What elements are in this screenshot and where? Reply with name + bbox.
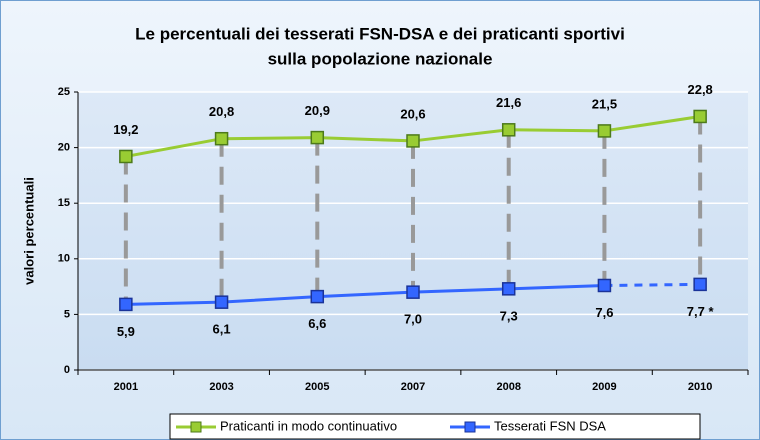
point xyxy=(501,282,516,296)
legend-marker xyxy=(464,421,476,433)
data-label: 21,5 xyxy=(592,96,617,111)
point xyxy=(119,149,133,164)
series-line xyxy=(125,283,605,306)
x-tick-label: 2005 xyxy=(305,381,329,393)
point xyxy=(214,131,229,146)
data-label: 20,9 xyxy=(305,103,330,118)
y-tick-label: 25 xyxy=(58,86,70,98)
y-tick-label: 5 xyxy=(64,308,70,320)
data-label: 22,8 xyxy=(687,82,712,97)
legend-marker xyxy=(190,421,202,433)
data-label: 19,2 xyxy=(113,122,138,137)
legend-label: Tesserati FSN DSA xyxy=(494,418,606,433)
chart-title: Le percentuali dei tesserati FSN-DSA e d… xyxy=(135,24,625,43)
x-tick-label: 2010 xyxy=(688,381,712,393)
x-tick-label: 2003 xyxy=(209,381,233,393)
data-label: 6,1 xyxy=(213,322,231,337)
data-label: 20,8 xyxy=(209,104,234,119)
point xyxy=(501,123,516,137)
point xyxy=(406,285,420,299)
data-label: 21,6 xyxy=(496,95,521,110)
data-label: 20,6 xyxy=(400,106,425,121)
point xyxy=(214,295,229,309)
data-label: 7,6 xyxy=(595,305,613,320)
point xyxy=(310,289,325,304)
y-tick-label: 20 xyxy=(58,142,70,154)
data-label: 7,0 xyxy=(404,312,422,327)
y-tick-label: 15 xyxy=(58,197,70,209)
legend xyxy=(169,413,701,440)
chart-subtitle: sulla popolazione nazionale xyxy=(268,49,493,68)
point xyxy=(597,278,612,293)
y-tick-label: 0 xyxy=(64,364,70,376)
series-line-dashed xyxy=(604,282,701,287)
data-label: 6,6 xyxy=(308,316,326,331)
y-axis-label: valori percentuali xyxy=(21,177,36,285)
data-label: 7,7 * xyxy=(687,304,715,319)
point xyxy=(406,134,420,148)
data-label: 7,3 xyxy=(500,308,518,323)
data-label: 5,9 xyxy=(117,324,135,339)
point xyxy=(693,109,707,124)
y-tick-label: 10 xyxy=(58,253,70,265)
point xyxy=(693,277,707,292)
point xyxy=(310,130,325,145)
x-tick-label: 2007 xyxy=(401,381,425,393)
legend-label: Praticanti in modo continuativo xyxy=(220,418,397,433)
x-tick-label: 2008 xyxy=(496,381,520,393)
point xyxy=(597,124,612,138)
x-tick-label: 2001 xyxy=(114,381,138,393)
x-tick-label: 2009 xyxy=(592,381,616,393)
point xyxy=(119,297,133,312)
